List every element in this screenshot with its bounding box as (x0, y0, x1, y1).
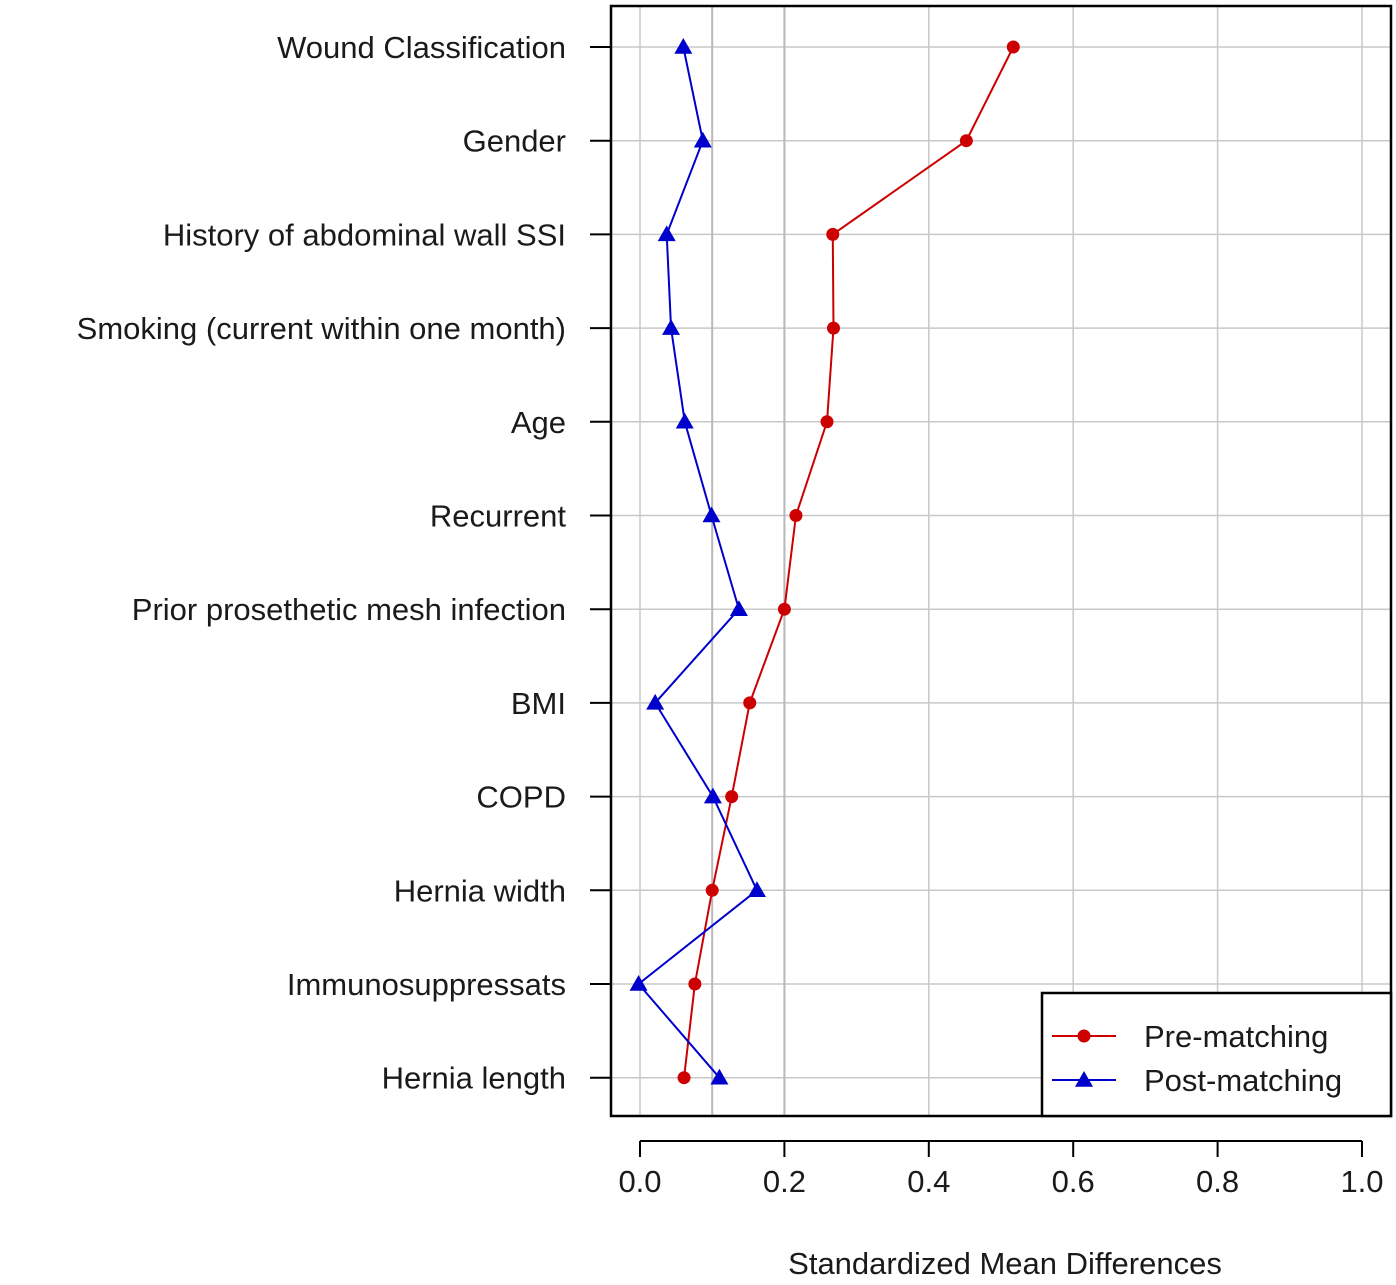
y-tick-label-hernia-width: Hernia width (394, 873, 566, 908)
legend-label: Post-matching (1144, 1063, 1342, 1098)
legend-item-pre-matching: Pre-matching (1052, 1019, 1328, 1054)
x-tick-label: 0.8 (1196, 1164, 1239, 1199)
y-tick-label-copd: COPD (476, 780, 566, 815)
data-point-pre-matching (743, 696, 757, 710)
data-point-pre-matching (705, 883, 719, 897)
series-line-post-matching (637, 46, 759, 1079)
legend: Pre-matching Post-matching (1040, 991, 1393, 1118)
series-layer (629, 38, 1020, 1085)
y-tick-label-wound-classification: Wound Classification (277, 30, 566, 65)
y-tick-label-recurrent: Recurrent (430, 499, 566, 534)
data-point-post-matching (729, 600, 748, 616)
data-point-pre-matching (820, 415, 834, 429)
data-point-pre-matching (826, 321, 840, 335)
series-pre-matching (677, 40, 1020, 1085)
y-tick-label-gender: Gender (463, 124, 566, 159)
legend-item-post-matching: Post-matching (1052, 1063, 1342, 1098)
y-tick-label-history-of-abdominal-wall-ssi: History of abdominal wall SSI (163, 217, 566, 252)
x-tick-label: 0.6 (1052, 1164, 1095, 1199)
x-tick-label: 0.4 (907, 1164, 950, 1199)
legend-marker (1077, 1029, 1091, 1043)
data-point-post-matching (646, 693, 665, 710)
x-tick-label: 1.0 (1340, 1164, 1383, 1199)
y-tick-label-smoking-current-within-one-month: Smoking (current within one month) (77, 311, 566, 346)
reference-lines (711, 6, 786, 1116)
y-axis: Wound Classification Gender History of abd… (77, 30, 611, 1096)
data-point-post-matching (675, 412, 694, 429)
data-point-post-matching (657, 225, 676, 242)
data-point-pre-matching (725, 790, 739, 804)
data-point-post-matching (674, 38, 693, 54)
data-point-post-matching (693, 131, 712, 148)
data-point-pre-matching (826, 227, 840, 241)
x-axis-label: Standardized Mean Differences (788, 1246, 1222, 1281)
data-point-pre-matching (777, 602, 791, 616)
data-point-pre-matching (688, 977, 702, 991)
x-axis: 0.0 0.2 0.4 0.6 0.8 1.0 (618, 1140, 1384, 1199)
data-point-pre-matching (789, 509, 803, 522)
x-tick-label: 0.0 (618, 1164, 661, 1199)
y-tick-label-hernia-length: Hernia length (382, 1061, 566, 1096)
plot-frame (609, 4, 1393, 1118)
series-post-matching (629, 38, 766, 1085)
legend-box (1040, 991, 1393, 1118)
y-tick-label-age: Age (511, 405, 566, 440)
data-point-pre-matching (959, 134, 973, 148)
series-line-pre-matching (683, 46, 1015, 1078)
y-tick-label-prior-prosethetic-mesh-infection: Prior prosethetic mesh infection (132, 592, 566, 627)
grid-lines (611, 6, 1391, 1116)
data-point-pre-matching (1006, 40, 1020, 54)
data-point-post-matching (629, 975, 648, 991)
data-point-post-matching (662, 319, 681, 335)
data-point-pre-matching (677, 1071, 691, 1085)
legend-label: Pre-matching (1144, 1019, 1328, 1054)
data-point-post-matching (747, 881, 766, 898)
x-tick-label: 0.2 (763, 1164, 806, 1199)
legend-marker (1075, 1071, 1093, 1087)
data-point-post-matching (702, 506, 721, 523)
y-tick-label-immunosuppressats: Immunosuppressats (287, 967, 566, 1002)
data-point-post-matching (703, 787, 722, 804)
data-point-post-matching (710, 1068, 729, 1085)
y-tick-label-bmi: BMI (511, 686, 566, 721)
